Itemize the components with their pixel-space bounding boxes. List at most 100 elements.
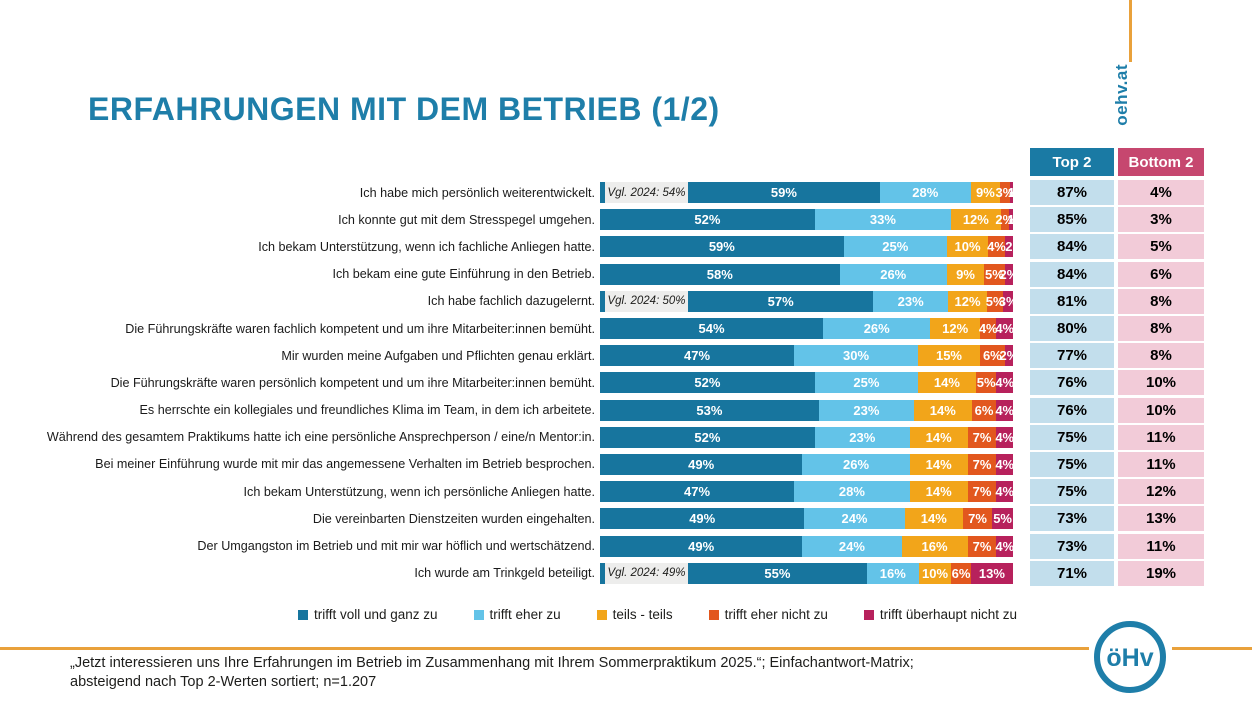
row-label: Der Umgangston im Betrieb und mit mir wa… <box>197 539 595 554</box>
bar-segment-value: 5% <box>985 293 1005 309</box>
bar-segment-value: 6% <box>982 348 1002 364</box>
chart-row: Ich habe fachlich dazugelernt. 57% 23% 12% 5… <box>40 288 1204 315</box>
bottom2-cell: 12% <box>1118 479 1204 505</box>
bar-segment-value: 9% <box>956 266 975 282</box>
bar-segment-value: 4% <box>995 321 1015 337</box>
bar-segment-value: 16% <box>879 565 906 581</box>
bar-segment: 4% <box>987 236 1006 258</box>
bar-segment-value: 24% <box>841 511 868 527</box>
bar-segment: 12% <box>951 209 1001 231</box>
stacked-bar: 49% 24% 14% 7% 5% <box>600 508 1014 530</box>
bar-segment-value: 4% <box>995 484 1015 500</box>
bar-segment: 2% <box>999 345 1018 367</box>
top2-cell: 76% <box>1030 370 1114 396</box>
bar-segment: 26% <box>802 453 910 475</box>
bottom2-cell: 10% <box>1118 397 1204 423</box>
bar-segment: 9% <box>970 182 1000 204</box>
bar-segment-value: 3% <box>995 185 1015 201</box>
page-title: ERFAHRUNGEN MIT DEM BETRIEB (1/2) <box>88 91 720 128</box>
row-label: Ich habe fachlich dazugelernt. <box>427 294 595 309</box>
bar-segment: 7% <box>967 453 997 475</box>
bottom2-cell: 10% <box>1118 370 1204 396</box>
bar-segment: 7% <box>967 535 997 557</box>
legend-swatch <box>297 609 308 620</box>
top2-column-header: Top 2 <box>1030 148 1114 176</box>
stacked-bar: 52% 25% 14% 5% 4% <box>600 372 1015 394</box>
chart-row: Der Umgangston im Betrieb und mit mir wa… <box>40 532 1204 559</box>
bar-segment-value: 7% <box>972 456 992 472</box>
bar-segment-value: 4% <box>987 239 1006 255</box>
bar-segment-value: 49% <box>688 456 715 472</box>
bar-segment: 14% <box>904 508 963 530</box>
bar-segment-value: 7% <box>972 484 992 500</box>
bar-segment-value: 25% <box>882 239 909 255</box>
top2-cell: 76% <box>1030 397 1114 423</box>
comparison-note: Vgl. 2024: 50% <box>605 290 688 312</box>
chart-row: Während des gesamtem Praktikums hatte ic… <box>40 424 1204 451</box>
row-label: Die Führungskräfte waren fachlich kompet… <box>125 321 595 336</box>
bar-segment: 2% <box>995 209 1014 231</box>
bar-segment: 14% <box>909 481 968 503</box>
bar-segment: 14% <box>909 426 968 448</box>
bottom2-column-header: Bottom 2 <box>1118 148 1204 176</box>
bar-segment-value: 6% <box>951 565 971 581</box>
stacked-bar: 57% 23% 12% 5% 3% Vgl. 2024: 50% <box>600 290 1018 312</box>
bar-segment: 4% <box>995 399 1014 421</box>
bar-segment: 4% <box>995 453 1014 475</box>
bar-segment: 7% <box>967 426 997 448</box>
footer-note: „Jetzt interessieren uns Ihre Erfahrunge… <box>70 654 914 692</box>
oehv-logo: öHv <box>1092 619 1168 695</box>
bar-segment-value: 47% <box>684 348 711 364</box>
bar-segment-value: 12% <box>942 321 969 337</box>
legend-label: trifft überhaupt nicht zu <box>879 607 1018 622</box>
bar-segment-value: 54% <box>698 321 725 337</box>
bar-segment-value: 26% <box>863 321 890 337</box>
top2-cell: 73% <box>1030 506 1114 532</box>
bar-segment-value: 26% <box>880 266 907 282</box>
bottom2-cell: 11% <box>1118 424 1204 450</box>
bar-segment-value: 23% <box>897 293 924 309</box>
bottom2-cell: 11% <box>1118 533 1204 559</box>
bar-segment: 12% <box>948 290 987 312</box>
bar-segment: 10% <box>918 562 952 584</box>
stacked-bar: 49% 24% 16% 7% 4% <box>600 535 1014 557</box>
bar-segment: 25% <box>843 236 947 258</box>
bar-segment: 28% <box>879 182 971 204</box>
bar-segment: 30% <box>794 345 919 367</box>
bar-segment-value: 4% <box>995 429 1015 445</box>
bar-segment: 16% <box>901 535 968 557</box>
chart-rows: Ich habe mich persönlich weiterentwickel… <box>40 179 1204 587</box>
bar-segment-value: 2 <box>1005 239 1013 255</box>
bar-segment: 26% <box>839 263 947 285</box>
row-label: Während des gesamtem Praktikums hatte ic… <box>46 430 595 445</box>
chart-row: Bei meiner Einführung wurde mit mir das … <box>40 451 1204 478</box>
bottom2-cell: 8% <box>1118 316 1204 342</box>
legend-label: trifft voll und ganz zu <box>313 607 438 622</box>
bar-segment-value: 14% <box>929 402 956 418</box>
legend-swatch <box>863 609 874 620</box>
bar-segment-value: 5% <box>993 511 1012 527</box>
row-label: Ich habe mich persönlich weiterentwickel… <box>359 185 595 200</box>
bar-segment-value: 6% <box>974 402 994 418</box>
bar-segment: 23% <box>814 426 910 448</box>
top2-cell: 73% <box>1030 533 1114 559</box>
bar-segment-value: 49% <box>688 538 715 554</box>
svg-text:öHv: öHv <box>1106 644 1153 672</box>
bar-segment: 4% <box>995 535 1014 557</box>
bar-segment-value: 5% <box>985 266 1004 282</box>
bar-segment-value: 13% <box>978 565 1005 581</box>
bar-segment-value: 7% <box>968 511 987 527</box>
footer-line-2: absteigend nach Top 2-Werten sortiert; n… <box>70 674 377 690</box>
bar-segment: 49% <box>600 453 803 475</box>
bar-segment-value: 4% <box>995 375 1015 391</box>
legend-label: trifft eher nicht zu <box>724 607 828 622</box>
bar-segment-value: 5% <box>976 375 996 391</box>
top2-cell: 75% <box>1030 451 1114 477</box>
bar-segment-value: 9% <box>975 185 995 201</box>
bar-segment-value: 7% <box>972 538 992 554</box>
chart-row: Ich bekam eine gute Einführung in den Be… <box>40 261 1204 288</box>
bar-segment-value: 28% <box>838 484 865 500</box>
bar-segment-value: 57% <box>767 293 794 309</box>
bar-segment-value: 59% <box>708 239 735 255</box>
bar-segment: 28% <box>794 481 910 503</box>
